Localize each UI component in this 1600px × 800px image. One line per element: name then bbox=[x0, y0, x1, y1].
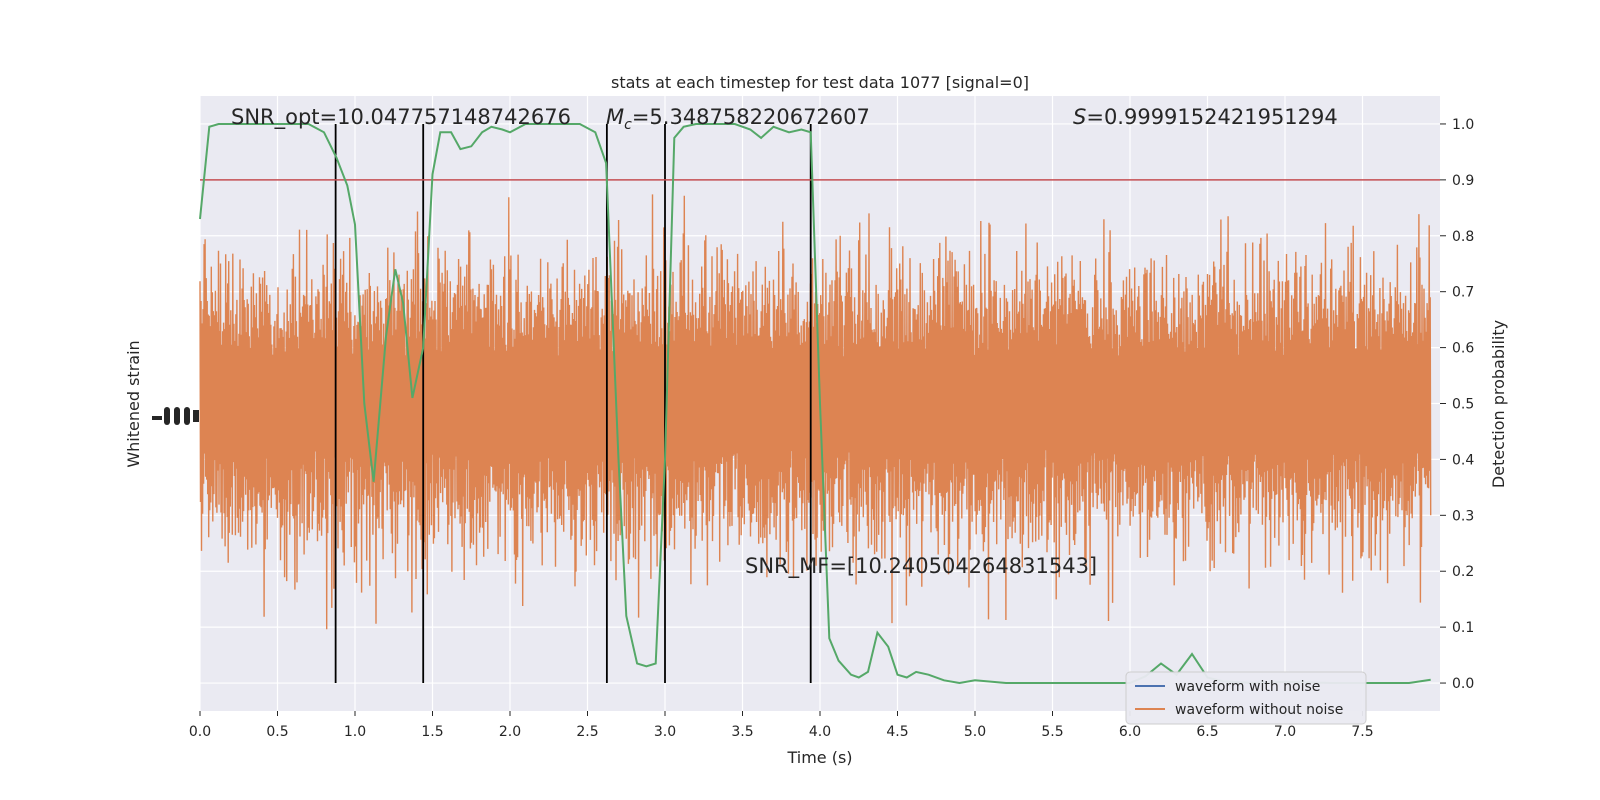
y-axis-label-right: Detection probability bbox=[1489, 320, 1508, 488]
x-tick-label-12: 6.0 bbox=[1119, 724, 1141, 740]
x-tick-label-2: 1.0 bbox=[344, 724, 366, 740]
x-tick-label-0: 0.0 bbox=[189, 724, 211, 740]
x-tick-label-8: 4.0 bbox=[809, 724, 831, 740]
left-axis-ticks-clutter bbox=[152, 407, 199, 425]
x-tick-label-14: 7.0 bbox=[1274, 724, 1296, 740]
x-tick-label-3: 1.5 bbox=[421, 724, 443, 740]
strain-series bbox=[199, 194, 1432, 630]
x-tick-label-5: 2.5 bbox=[576, 724, 598, 740]
snr-opt-annotation: SNR_opt=10.047757148742676 bbox=[231, 105, 571, 130]
s-annotation: S=0.9999152421951294 bbox=[1073, 105, 1338, 129]
x-tick-label-13: 6.5 bbox=[1196, 724, 1218, 740]
y-tick-label-9: 0.9 bbox=[1452, 173, 1474, 189]
x-tick-label-15: 7.5 bbox=[1351, 724, 1373, 740]
y-tick-label-6: 0.6 bbox=[1452, 341, 1474, 357]
y-tick-label-7: 0.7 bbox=[1452, 285, 1474, 301]
detection-probability-line bbox=[199, 123, 1431, 685]
y-axis-label-left: Whitened strain bbox=[124, 340, 143, 467]
legend-label-with-noise: waveform with noise bbox=[1175, 679, 1320, 695]
x-tick-label-1: 0.5 bbox=[266, 724, 288, 740]
mc-annotation: Mc=5.348758220672607 bbox=[606, 105, 870, 133]
y-tick-label-8: 0.8 bbox=[1452, 229, 1474, 245]
legend-label-without-noise: waveform without noise bbox=[1175, 702, 1343, 718]
x-tick-label-9: 4.5 bbox=[886, 724, 908, 740]
legend: waveform with noise waveform without noi… bbox=[1125, 671, 1367, 725]
x-tick-label-11: 5.5 bbox=[1041, 724, 1063, 740]
x-tick-label-7: 3.5 bbox=[731, 724, 753, 740]
y-tick-label-4: 0.4 bbox=[1452, 452, 1474, 468]
chart-title: stats at each timestep for test data 107… bbox=[611, 73, 1029, 92]
y-ticks-right: 0.0 0.1 0.2 0.3 0.4 0.5 0.6 0.7 0.8 0.9 1.0 bbox=[1440, 117, 1474, 692]
y-tick-label-5: 0.5 bbox=[1452, 397, 1474, 413]
x-tick-label-10: 5.0 bbox=[964, 724, 986, 740]
vertical-lines bbox=[334, 123, 812, 684]
strain-line bbox=[199, 194, 1432, 630]
y-tick-label-10: 1.0 bbox=[1452, 117, 1474, 133]
x-axis-label: Time (s) bbox=[786, 748, 852, 767]
y-tick-label-1: 0.1 bbox=[1452, 620, 1474, 636]
x-tick-label-6: 3.0 bbox=[654, 724, 676, 740]
x-ticks: 0.0 0.5 1.0 1.5 2.0 2.5 3.0 3.5 4.0 4.5 5.0 5.5 6.0 6… bbox=[189, 711, 1374, 740]
x-tick-label-4: 2.0 bbox=[499, 724, 521, 740]
y-tick-label-3: 0.3 bbox=[1452, 508, 1474, 524]
snr-mf-annotation: SNR_MF=[10.240504264831543] bbox=[745, 554, 1097, 579]
y-tick-label-2: 0.2 bbox=[1452, 564, 1474, 580]
y-tick-label-0: 0.0 bbox=[1452, 676, 1474, 692]
legend-box bbox=[1125, 671, 1367, 725]
